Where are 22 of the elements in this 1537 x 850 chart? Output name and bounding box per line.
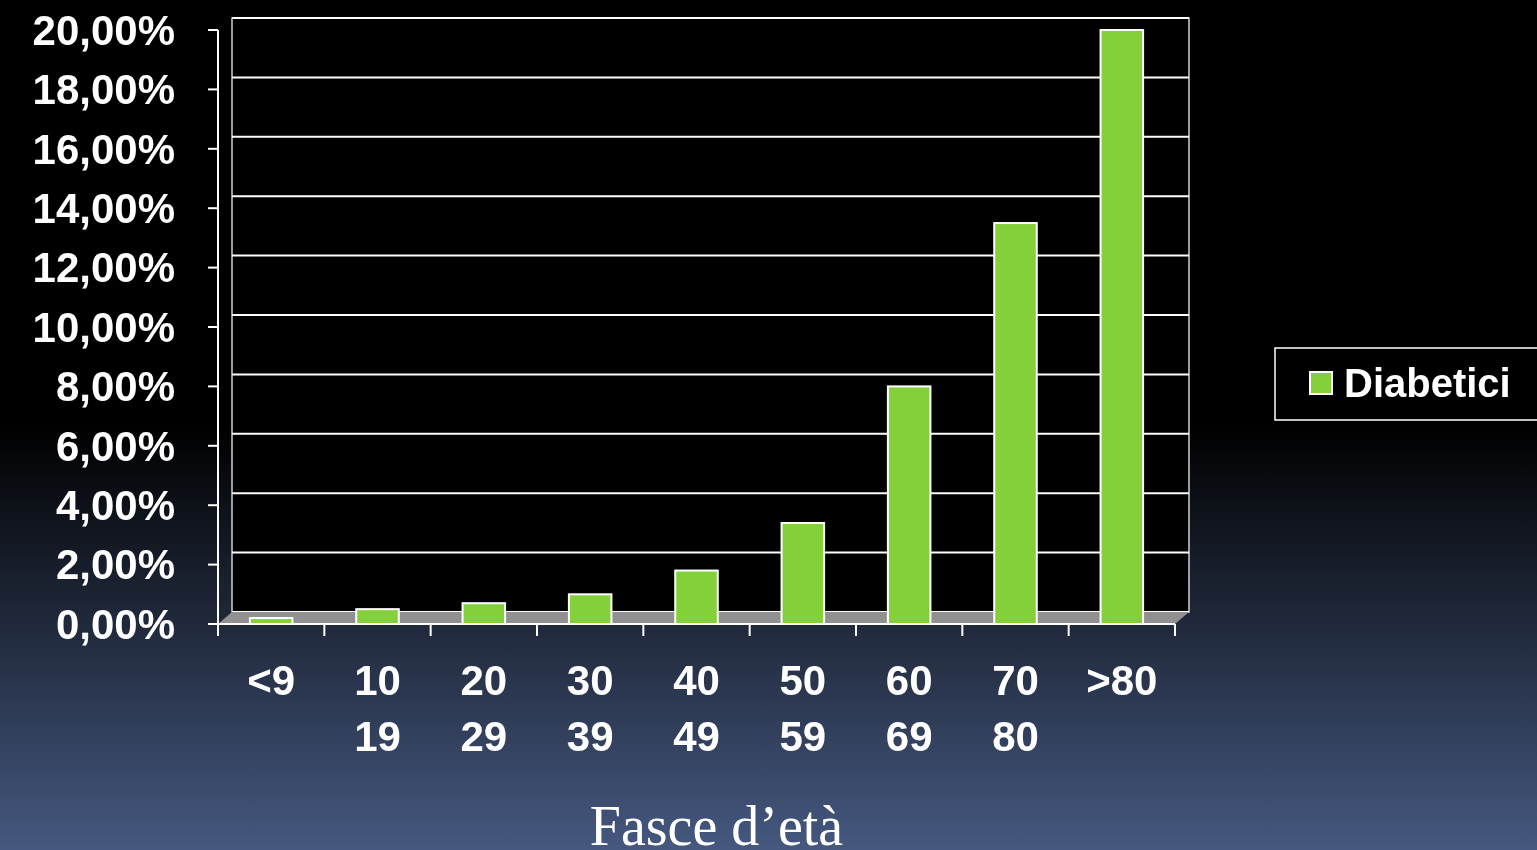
y-tick-label: 20,00% <box>32 6 175 54</box>
y-tick-label: 14,00% <box>32 184 175 232</box>
x-tick-label: 60 69 <box>885 657 933 760</box>
x-tick-label: 40 49 <box>673 657 720 760</box>
x-axis-title: Fasce d’età <box>589 795 844 850</box>
y-tick-label: 12,00% <box>32 244 175 292</box>
y-tick-label: 6,00% <box>55 422 175 470</box>
y-tick-label: 2,00% <box>55 541 175 589</box>
x-tick-label: 10 19 <box>354 657 401 760</box>
x-tick-label: 50 59 <box>779 657 827 760</box>
x-tick-label: >80 <box>1086 657 1158 704</box>
x-tick-label: 20 29 <box>460 657 508 760</box>
y-tick-label: 18,00% <box>32 66 175 114</box>
x-tick-label: <9 <box>247 657 296 704</box>
y-tick-label: 0,00% <box>55 600 175 648</box>
y-tick-label: 10,00% <box>32 303 175 351</box>
y-tick-label: 8,00% <box>55 363 175 411</box>
x-tick-label: 30 39 <box>566 657 614 760</box>
x-tick-label: 70 80 <box>992 657 1039 760</box>
legend-label: Diabetici <box>1344 361 1511 405</box>
y-tick-label: 16,00% <box>32 125 175 173</box>
y-tick-label: 4,00% <box>55 481 175 529</box>
